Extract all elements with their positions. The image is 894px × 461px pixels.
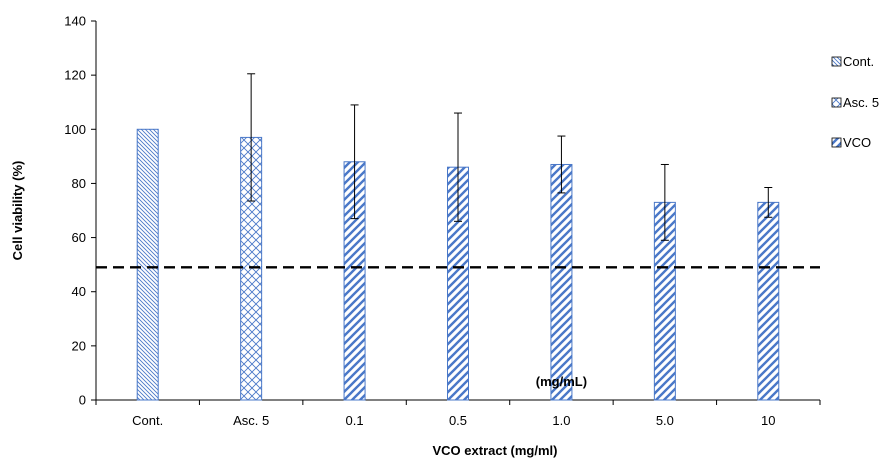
x-tick-label: 0.5 — [449, 413, 467, 428]
x-tick-label: Asc. 5 — [233, 413, 269, 428]
plot-area: 0 20 40 60 80 100 120 140 Cont. Asc. 5 0.1 0.5 1.0 5.… — [10, 14, 879, 459]
x-tick-label: Cont. — [132, 413, 163, 428]
y-axis-title: Cell viability (%) — [10, 161, 25, 261]
bar-0 — [136, 128, 159, 401]
legend-label: Asc. 5 — [843, 95, 879, 110]
y-tick-label: 140 — [64, 14, 86, 29]
legend-label: VCO — [843, 135, 871, 150]
x-tick-label: 5.0 — [656, 413, 674, 428]
y-tick-label: 80 — [72, 176, 86, 191]
y-tick-label: 100 — [64, 122, 86, 137]
bar-6 — [757, 201, 780, 401]
legend-swatch-vco — [831, 137, 842, 148]
y-tick-label: 20 — [72, 338, 86, 353]
y-tick-label: 40 — [72, 284, 86, 299]
y-tick-label: 0 — [79, 393, 86, 408]
x-tick-label: 0.1 — [346, 413, 364, 428]
legend-swatch-cont — [831, 56, 842, 67]
x-tick-label: 1.0 — [552, 413, 570, 428]
y-tick-label: 120 — [64, 68, 86, 83]
annotation-label: (mg/mL) — [536, 374, 587, 389]
x-axis-title: VCO extract (mg/ml) — [433, 443, 558, 458]
legend-label: Cont. — [843, 54, 874, 69]
bar-4 — [550, 163, 573, 401]
y-tick-label: 60 — [72, 230, 86, 245]
x-tick-label: 10 — [761, 413, 775, 428]
legend-swatch-asc — [831, 97, 842, 108]
